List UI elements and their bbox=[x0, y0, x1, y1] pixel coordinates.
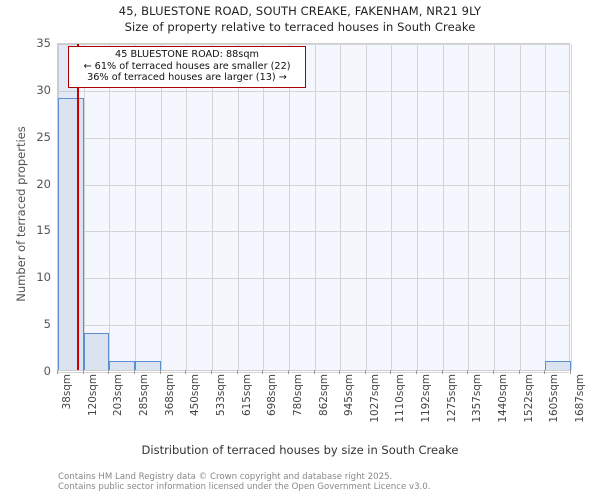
gridline-vertical bbox=[263, 44, 264, 370]
x-axis-tick-mark bbox=[467, 370, 468, 374]
y-axis-tick-label: 0 bbox=[43, 364, 51, 378]
x-axis-tick-label: 1687sqm bbox=[574, 374, 586, 423]
x-axis-tick-label: 533sqm bbox=[215, 374, 227, 416]
x-axis-tick-mark bbox=[365, 370, 366, 374]
x-axis-tick-label: 120sqm bbox=[87, 374, 99, 416]
x-axis-tick-mark bbox=[519, 370, 520, 374]
y-axis-tick-label: 35 bbox=[36, 36, 51, 50]
annotation-line-smaller: ← 61% of terraced houses are smaller (22… bbox=[83, 60, 291, 72]
x-axis-tick-label: 1192sqm bbox=[420, 374, 432, 423]
x-axis-tick-label: 1110sqm bbox=[394, 374, 406, 423]
gridline-horizontal bbox=[58, 372, 569, 373]
gridline-horizontal bbox=[58, 137, 569, 139]
x-axis-tick-mark bbox=[185, 370, 186, 374]
x-axis-tick-label: 1275sqm bbox=[446, 374, 458, 423]
gridline-vertical bbox=[212, 44, 213, 370]
plot-area bbox=[57, 43, 572, 373]
gridline-vertical bbox=[186, 44, 187, 370]
gridline-vertical bbox=[545, 44, 546, 370]
x-axis-tick-mark bbox=[108, 370, 109, 374]
x-axis-tick-label: 615sqm bbox=[241, 374, 253, 416]
x-axis-tick-mark bbox=[160, 370, 161, 374]
gridline-horizontal bbox=[58, 90, 569, 92]
x-axis-tick-label: 368sqm bbox=[164, 374, 176, 416]
x-axis-tick-label: 285sqm bbox=[138, 374, 150, 416]
annotation-line-address: 45 BLUESTONE ROAD: 88sqm bbox=[115, 49, 259, 60]
gridline-horizontal bbox=[58, 278, 569, 280]
gridline-vertical bbox=[417, 44, 418, 370]
footer-line-1: Contains HM Land Registry data © Crown c… bbox=[58, 472, 393, 482]
x-axis-tick-mark bbox=[339, 370, 340, 374]
x-axis-tick-label: 1357sqm bbox=[471, 374, 483, 423]
x-axis-tick-mark bbox=[493, 370, 494, 374]
x-axis-tick-label: 1605sqm bbox=[548, 374, 560, 423]
gridline-vertical bbox=[315, 44, 316, 370]
y-axis-tick-label: 25 bbox=[36, 129, 51, 144]
chart-title: 45, BLUESTONE ROAD, SOUTH CREAKE, FAKENH… bbox=[118, 4, 482, 18]
gridline-vertical bbox=[340, 44, 341, 370]
x-axis-tick-mark bbox=[416, 370, 417, 374]
footer-attribution: Contains HM Land Registry data © Crown c… bbox=[58, 472, 430, 493]
x-axis-tick-label: 862sqm bbox=[318, 374, 330, 416]
bar bbox=[135, 360, 161, 370]
x-axis-tick-label: 945sqm bbox=[343, 374, 355, 416]
x-axis-tick-mark bbox=[211, 370, 212, 374]
gridline-vertical bbox=[571, 44, 572, 370]
gridline-vertical bbox=[494, 44, 495, 370]
gridline-vertical bbox=[161, 44, 162, 370]
x-axis-tick-label: 698sqm bbox=[266, 374, 278, 416]
bar bbox=[545, 360, 571, 370]
y-axis-tick-label: 10 bbox=[36, 270, 51, 285]
gridline-vertical bbox=[109, 44, 110, 370]
gridline-horizontal bbox=[58, 325, 569, 327]
chart-subtitle: Size of property relative to terraced ho… bbox=[124, 20, 476, 34]
y-axis-ticks: 0 5 10 15 20 25 30 35 bbox=[0, 36, 51, 378]
bar bbox=[84, 332, 109, 370]
gridline-horizontal bbox=[58, 184, 569, 186]
property-annotation-box: 45 BLUESTONE ROAD: 88sqm ← 61% of terrac… bbox=[68, 46, 306, 88]
x-axis-tick-mark bbox=[288, 370, 289, 374]
gridline-vertical bbox=[468, 44, 469, 370]
x-axis-tick-mark bbox=[83, 370, 84, 374]
gridline-vertical bbox=[520, 44, 521, 370]
x-axis-tick-mark bbox=[544, 370, 545, 374]
x-axis-tick-label: 1027sqm bbox=[369, 374, 381, 423]
x-axis-tick-mark bbox=[134, 370, 135, 374]
x-axis-tick-label: 38sqm bbox=[61, 374, 73, 410]
x-axis-tick-mark bbox=[262, 370, 263, 374]
x-axis-tick-mark bbox=[442, 370, 443, 374]
gridline-vertical bbox=[366, 44, 367, 370]
gridline-vertical bbox=[289, 44, 290, 370]
x-axis-label: Distribution of terraced houses by size … bbox=[141, 443, 459, 457]
x-axis-ticks: 38sqm 120sqm 203sqm 285sqm 368sqm 450sqm 533sq… bbox=[57, 370, 586, 444]
x-axis-tick-label: 1522sqm bbox=[523, 374, 535, 423]
gridline-horizontal bbox=[58, 231, 569, 233]
y-axis-tick-label: 30 bbox=[36, 82, 51, 97]
gridline-vertical bbox=[391, 44, 392, 370]
footer-line-2: Contains public sector information licen… bbox=[58, 482, 431, 493]
property-marker-line bbox=[76, 44, 79, 370]
gridline-vertical bbox=[443, 44, 444, 370]
x-axis-tick-mark bbox=[57, 370, 58, 374]
bar bbox=[109, 360, 135, 370]
gridline-vertical bbox=[84, 44, 85, 370]
y-axis-tick-label: 20 bbox=[36, 176, 51, 191]
y-axis-tick-label: 15 bbox=[36, 223, 51, 238]
x-axis-tick-mark bbox=[390, 370, 391, 374]
gridline-vertical bbox=[135, 44, 136, 370]
y-axis-label: Number of terraced properties bbox=[14, 126, 28, 302]
gridline-horizontal bbox=[58, 44, 569, 45]
bar bbox=[58, 98, 84, 370]
x-axis-tick-mark bbox=[314, 370, 315, 374]
x-axis-tick-mark bbox=[570, 370, 571, 374]
x-axis-tick-label: 1440sqm bbox=[497, 374, 509, 423]
x-axis-tick-mark bbox=[237, 370, 238, 374]
x-axis-tick-label: 450sqm bbox=[189, 374, 201, 416]
annotation-line-larger: 36% of terraced houses are larger (13) → bbox=[87, 72, 287, 84]
gridline-vertical bbox=[238, 44, 239, 370]
y-axis-tick-label: 5 bbox=[43, 317, 51, 332]
x-axis-tick-label: 780sqm bbox=[292, 374, 304, 416]
x-axis-tick-label: 203sqm bbox=[112, 374, 124, 416]
